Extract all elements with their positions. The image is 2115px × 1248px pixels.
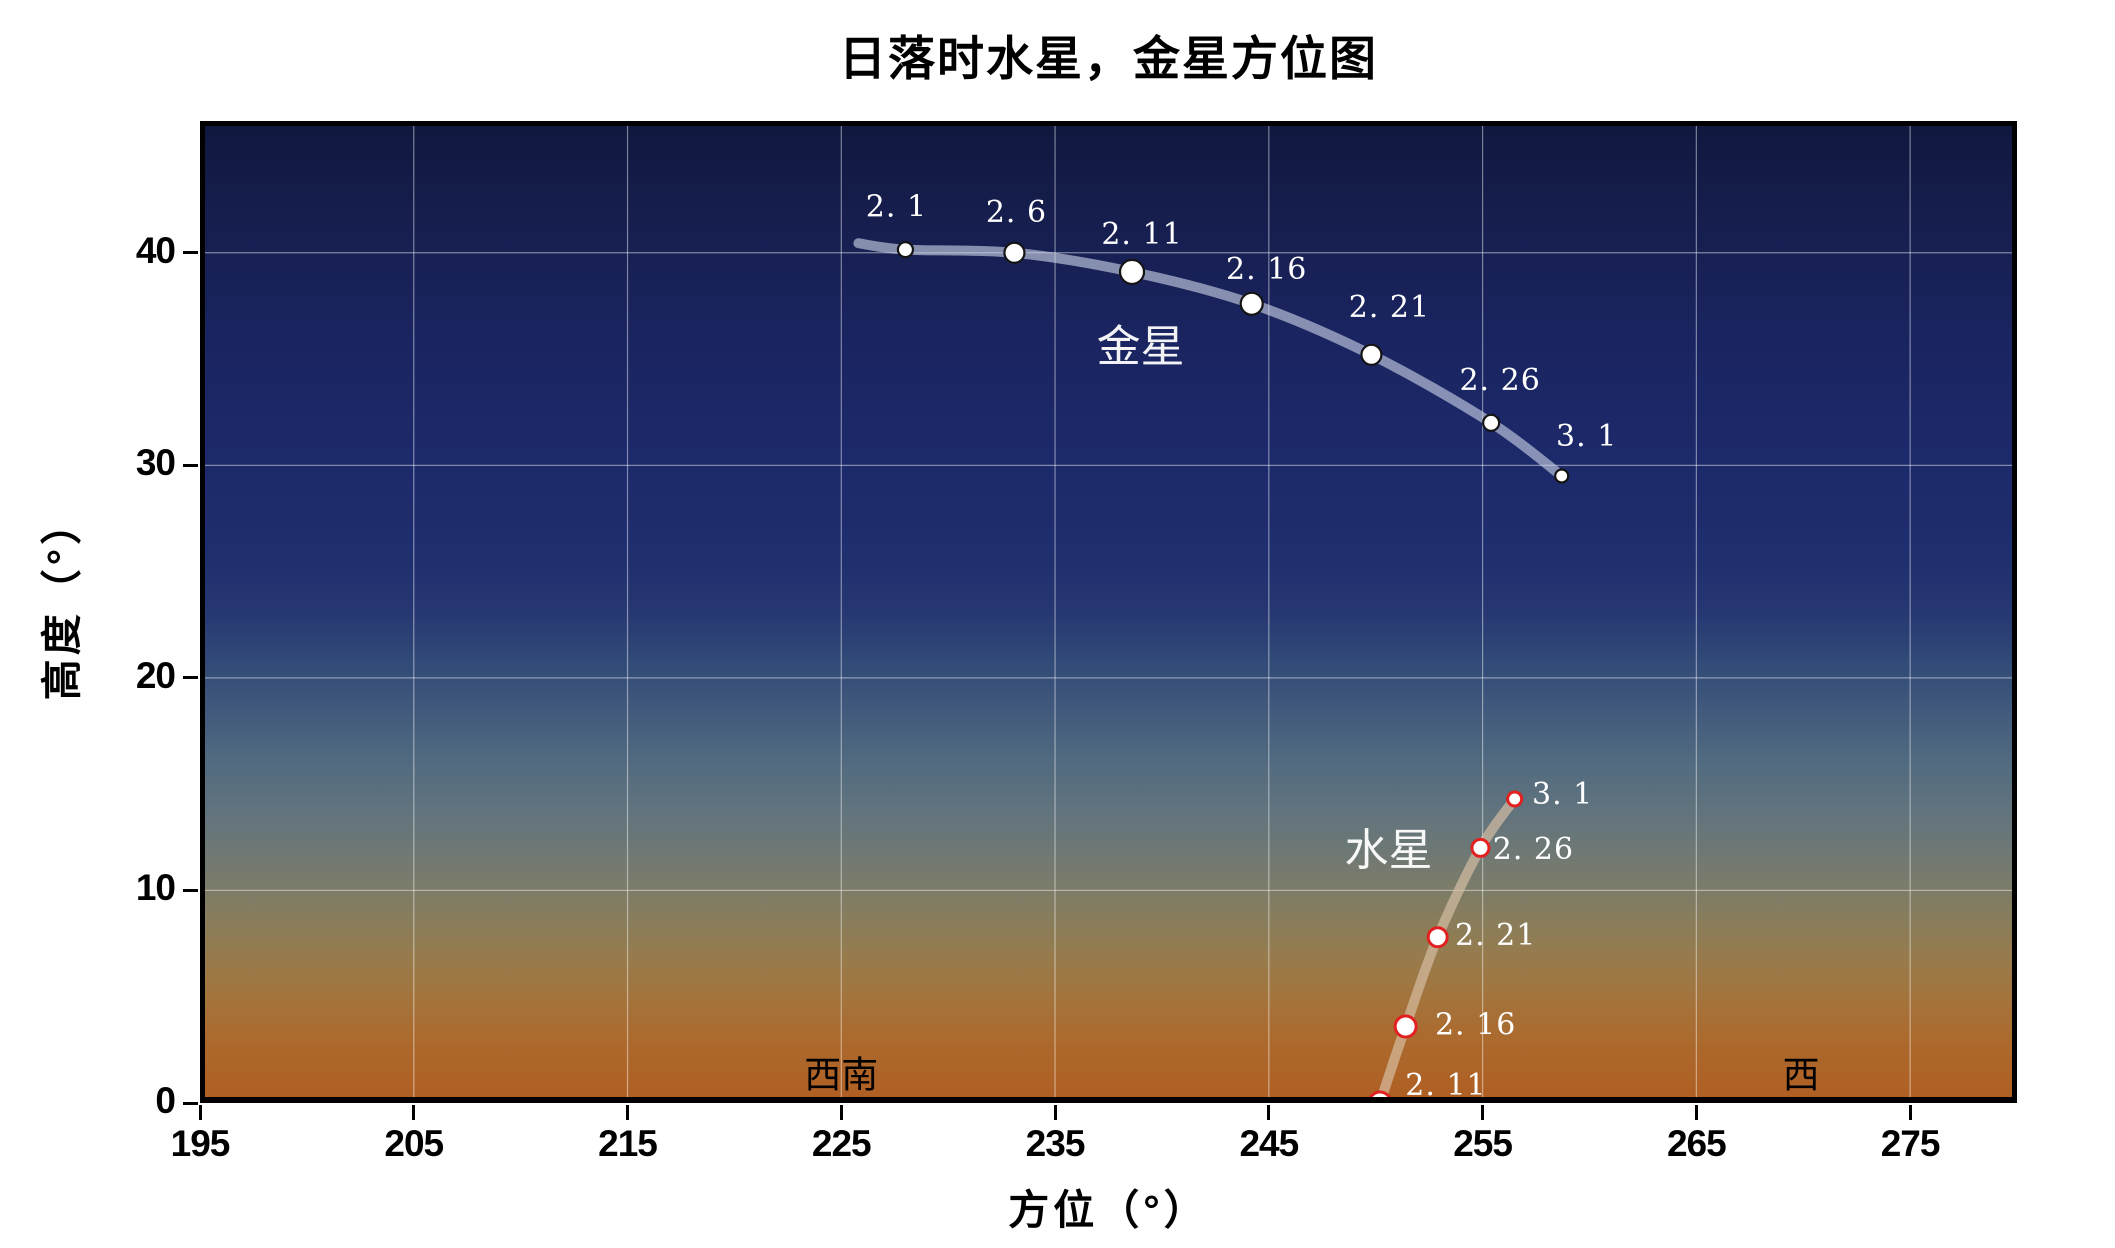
horizon-label-west: 西 bbox=[1783, 1054, 1820, 1095]
x-tick-label-235: 235 bbox=[1025, 1123, 1086, 1164]
x-tick-215 bbox=[626, 1105, 630, 1120]
y-tick-label-10: 10 bbox=[135, 867, 176, 909]
x-tick-275 bbox=[1908, 1105, 1912, 1120]
x-tick-label-205: 205 bbox=[384, 1123, 444, 1164]
venus-trajectory-line bbox=[853, 238, 1567, 481]
x-tick-235 bbox=[1053, 1105, 1057, 1120]
mercury-marker-2 bbox=[1426, 926, 1449, 949]
venus-date-label-6: 3. 1 bbox=[1556, 419, 1617, 454]
mercury-date-label-2: 2. 21 bbox=[1455, 918, 1536, 953]
venus-marker-4 bbox=[1360, 343, 1383, 366]
mercury-marker-1 bbox=[1393, 1014, 1418, 1039]
venus-date-label-2: 2. 11 bbox=[1101, 217, 1182, 252]
mercury-marker-4 bbox=[1506, 790, 1524, 808]
x-tick-label-255: 255 bbox=[1453, 1123, 1513, 1164]
x-tick-205 bbox=[412, 1105, 416, 1120]
y-tick-label-0: 0 bbox=[155, 1080, 176, 1121]
venus-marker-6 bbox=[1554, 468, 1570, 484]
x-tick-255 bbox=[1481, 1105, 1485, 1120]
y-tick-0 bbox=[183, 1101, 198, 1105]
mercury-date-label-4: 3. 1 bbox=[1532, 777, 1593, 812]
y-tick-20 bbox=[183, 676, 198, 680]
y-tick-label-40: 40 bbox=[135, 229, 176, 271]
venus-date-label-3: 2. 16 bbox=[1226, 252, 1307, 287]
y-tick-label-30: 30 bbox=[135, 442, 176, 484]
y-tick-40 bbox=[183, 251, 198, 255]
x-tick-245 bbox=[1267, 1105, 1271, 1120]
venus-date-label-1: 2. 6 bbox=[986, 195, 1047, 230]
mercury-date-label-1: 2. 16 bbox=[1435, 1007, 1516, 1042]
y-tick-10 bbox=[183, 888, 198, 892]
venus-marker-2 bbox=[1118, 258, 1146, 286]
x-axis-title: 方位（°） bbox=[1008, 1187, 1209, 1233]
x-tick-265 bbox=[1694, 1105, 1698, 1120]
x-tick-195 bbox=[198, 1105, 202, 1120]
venus-date-label-0: 2. 1 bbox=[866, 190, 927, 225]
venus-marker-0 bbox=[896, 240, 915, 259]
venus-date-label-4: 2. 21 bbox=[1349, 290, 1430, 325]
venus-marker-3 bbox=[1239, 291, 1264, 316]
mercury-marker-3 bbox=[1470, 837, 1491, 858]
x-tick-label-265: 265 bbox=[1666, 1123, 1727, 1164]
x-tick-label-245: 245 bbox=[1239, 1123, 1299, 1164]
mercury-date-label-3: 2. 26 bbox=[1493, 832, 1574, 867]
venus-marker-1 bbox=[1003, 241, 1026, 264]
horizon-label-southwest: 西南 bbox=[804, 1054, 878, 1095]
plot-area: 2. 1 2. 6 2. 11 2. 16 2. 21 2. 26 3. 1 金星 2. 11 2… bbox=[200, 121, 2017, 1103]
x-tick-225 bbox=[839, 1105, 843, 1120]
x-tick-label-275: 275 bbox=[1880, 1123, 1941, 1164]
y-tick-label-20: 20 bbox=[135, 654, 176, 696]
venus-date-label-5: 2. 26 bbox=[1459, 363, 1540, 398]
venus-series-label: 金星 bbox=[1097, 321, 1185, 372]
mercury-series-label: 水星 bbox=[1345, 825, 1433, 876]
y-tick-30 bbox=[183, 463, 198, 467]
chart-title: 日落时水星，金星方位图 bbox=[839, 32, 1378, 85]
x-tick-label-215: 215 bbox=[598, 1123, 658, 1164]
venus-marker-5 bbox=[1482, 413, 1501, 432]
x-tick-label-195: 195 bbox=[170, 1123, 231, 1164]
x-tick-label-225: 225 bbox=[811, 1123, 872, 1164]
